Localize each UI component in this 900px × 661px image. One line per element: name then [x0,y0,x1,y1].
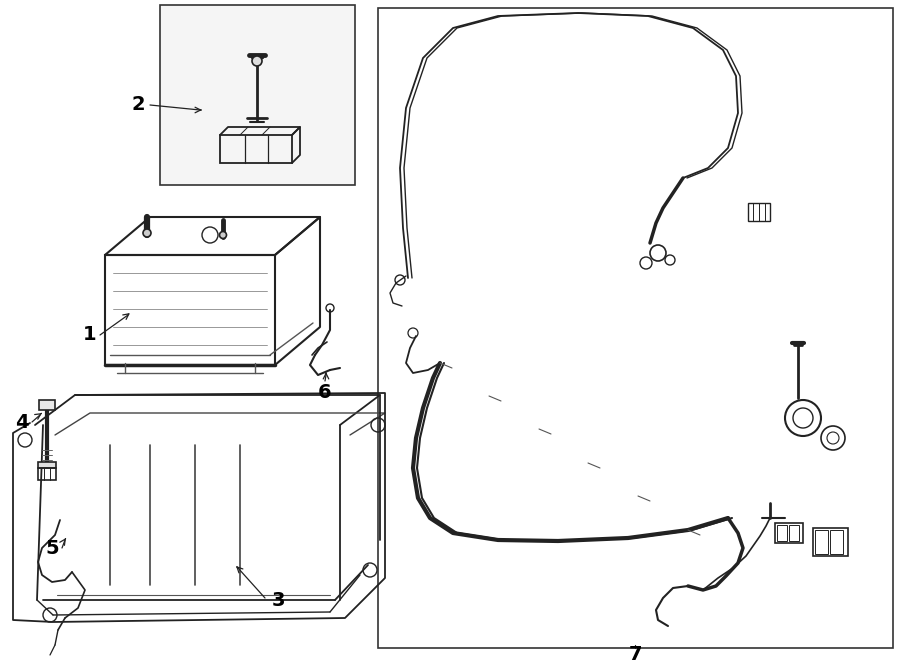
Circle shape [143,229,151,237]
Text: 1: 1 [83,325,97,344]
Circle shape [220,231,227,239]
Bar [815,530,828,554]
Bar [775,523,803,543]
Text: 4: 4 [15,412,29,432]
Bar [160,5,355,185]
Text: 3: 3 [271,590,284,609]
Bar [813,528,848,556]
Bar [830,530,843,554]
Bar [748,203,770,221]
Bar [777,525,787,541]
Bar [39,400,55,410]
Bar [789,525,799,541]
Text: 7: 7 [628,646,642,661]
Circle shape [252,56,262,66]
Bar [105,255,275,365]
Bar [38,468,56,480]
Bar [378,8,893,648]
Text: 2: 2 [131,95,145,114]
Text: 5: 5 [45,539,58,557]
Bar [220,135,292,163]
Bar [38,462,56,468]
Text: 6: 6 [319,383,332,401]
